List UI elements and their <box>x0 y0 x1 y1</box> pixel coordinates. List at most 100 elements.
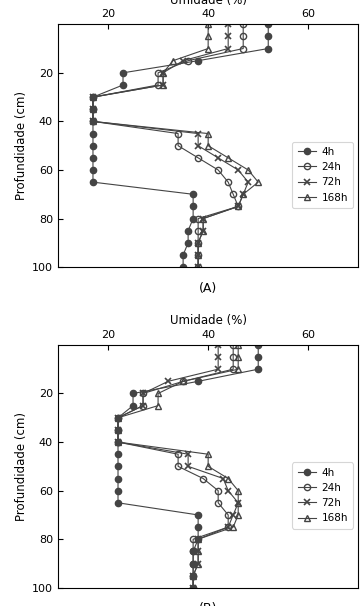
24h <box>156 69 160 76</box>
72h <box>231 511 235 519</box>
4h <box>191 572 195 579</box>
4h <box>91 130 95 137</box>
4h <box>266 45 270 52</box>
168h <box>161 81 165 88</box>
168h <box>91 118 95 125</box>
72h <box>196 548 200 555</box>
168h <box>206 21 210 28</box>
4h <box>191 191 195 198</box>
24h <box>226 511 230 519</box>
72h <box>196 251 200 259</box>
72h <box>116 438 120 445</box>
72h <box>216 341 220 348</box>
72h <box>116 426 120 433</box>
24h <box>191 560 195 567</box>
24h <box>91 105 95 113</box>
168h <box>241 191 245 198</box>
4h <box>186 239 190 247</box>
24h <box>196 264 200 271</box>
X-axis label: Umidade (%): Umidade (%) <box>170 0 247 7</box>
168h <box>246 167 251 174</box>
168h <box>236 341 240 348</box>
72h <box>226 524 230 531</box>
72h <box>166 378 170 385</box>
72h <box>226 21 230 28</box>
72h <box>196 560 200 567</box>
24h <box>116 438 120 445</box>
4h <box>196 524 200 531</box>
4h <box>256 365 260 373</box>
4h <box>196 378 200 385</box>
72h <box>226 45 230 52</box>
4h <box>131 402 135 409</box>
24h <box>216 167 220 174</box>
72h <box>91 118 95 125</box>
24h <box>176 142 180 149</box>
72h <box>201 227 205 235</box>
72h <box>196 142 200 149</box>
72h <box>216 154 220 161</box>
4h <box>256 341 260 348</box>
24h <box>116 426 120 433</box>
72h <box>186 451 190 458</box>
Line: 168h: 168h <box>90 21 261 270</box>
4h <box>181 251 185 259</box>
72h <box>216 353 220 361</box>
4h <box>116 414 120 421</box>
168h <box>191 572 195 579</box>
168h <box>206 451 210 458</box>
72h <box>196 264 200 271</box>
Y-axis label: Profundidade (cm): Profundidade (cm) <box>15 412 28 521</box>
4h <box>116 487 120 494</box>
168h <box>196 264 200 271</box>
4h <box>116 475 120 482</box>
72h <box>246 179 251 186</box>
72h <box>191 572 195 579</box>
Line: 4h: 4h <box>115 342 261 591</box>
24h <box>241 33 245 40</box>
4h <box>91 118 95 125</box>
24h <box>176 463 180 470</box>
168h <box>236 353 240 361</box>
24h <box>241 21 245 28</box>
24h <box>231 353 235 361</box>
4h <box>121 81 125 88</box>
Line: 24h: 24h <box>115 342 236 591</box>
24h <box>176 451 180 458</box>
Y-axis label: Profundidade (cm): Profundidade (cm) <box>15 91 28 200</box>
4h <box>91 167 95 174</box>
24h <box>231 341 235 348</box>
168h <box>156 402 160 409</box>
4h <box>191 215 195 222</box>
24h <box>141 390 145 397</box>
168h <box>206 463 210 470</box>
168h <box>116 438 120 445</box>
72h <box>141 402 145 409</box>
168h <box>206 33 210 40</box>
168h <box>171 57 175 64</box>
72h <box>236 499 240 507</box>
72h <box>161 69 165 76</box>
4h <box>266 33 270 40</box>
168h <box>196 251 200 259</box>
24h <box>91 93 95 101</box>
168h <box>116 426 120 433</box>
72h <box>226 487 230 494</box>
24h <box>226 179 230 186</box>
4h <box>266 21 270 28</box>
Line: 24h: 24h <box>90 21 246 270</box>
Text: (B): (B) <box>199 602 217 606</box>
24h <box>191 584 195 591</box>
4h <box>191 560 195 567</box>
168h <box>201 215 205 222</box>
24h <box>141 402 145 409</box>
24h <box>196 239 200 247</box>
4h <box>91 105 95 113</box>
72h <box>236 203 240 210</box>
168h <box>226 154 230 161</box>
168h <box>156 390 160 397</box>
4h <box>116 438 120 445</box>
72h <box>91 105 95 113</box>
168h <box>231 524 235 531</box>
24h <box>196 251 200 259</box>
